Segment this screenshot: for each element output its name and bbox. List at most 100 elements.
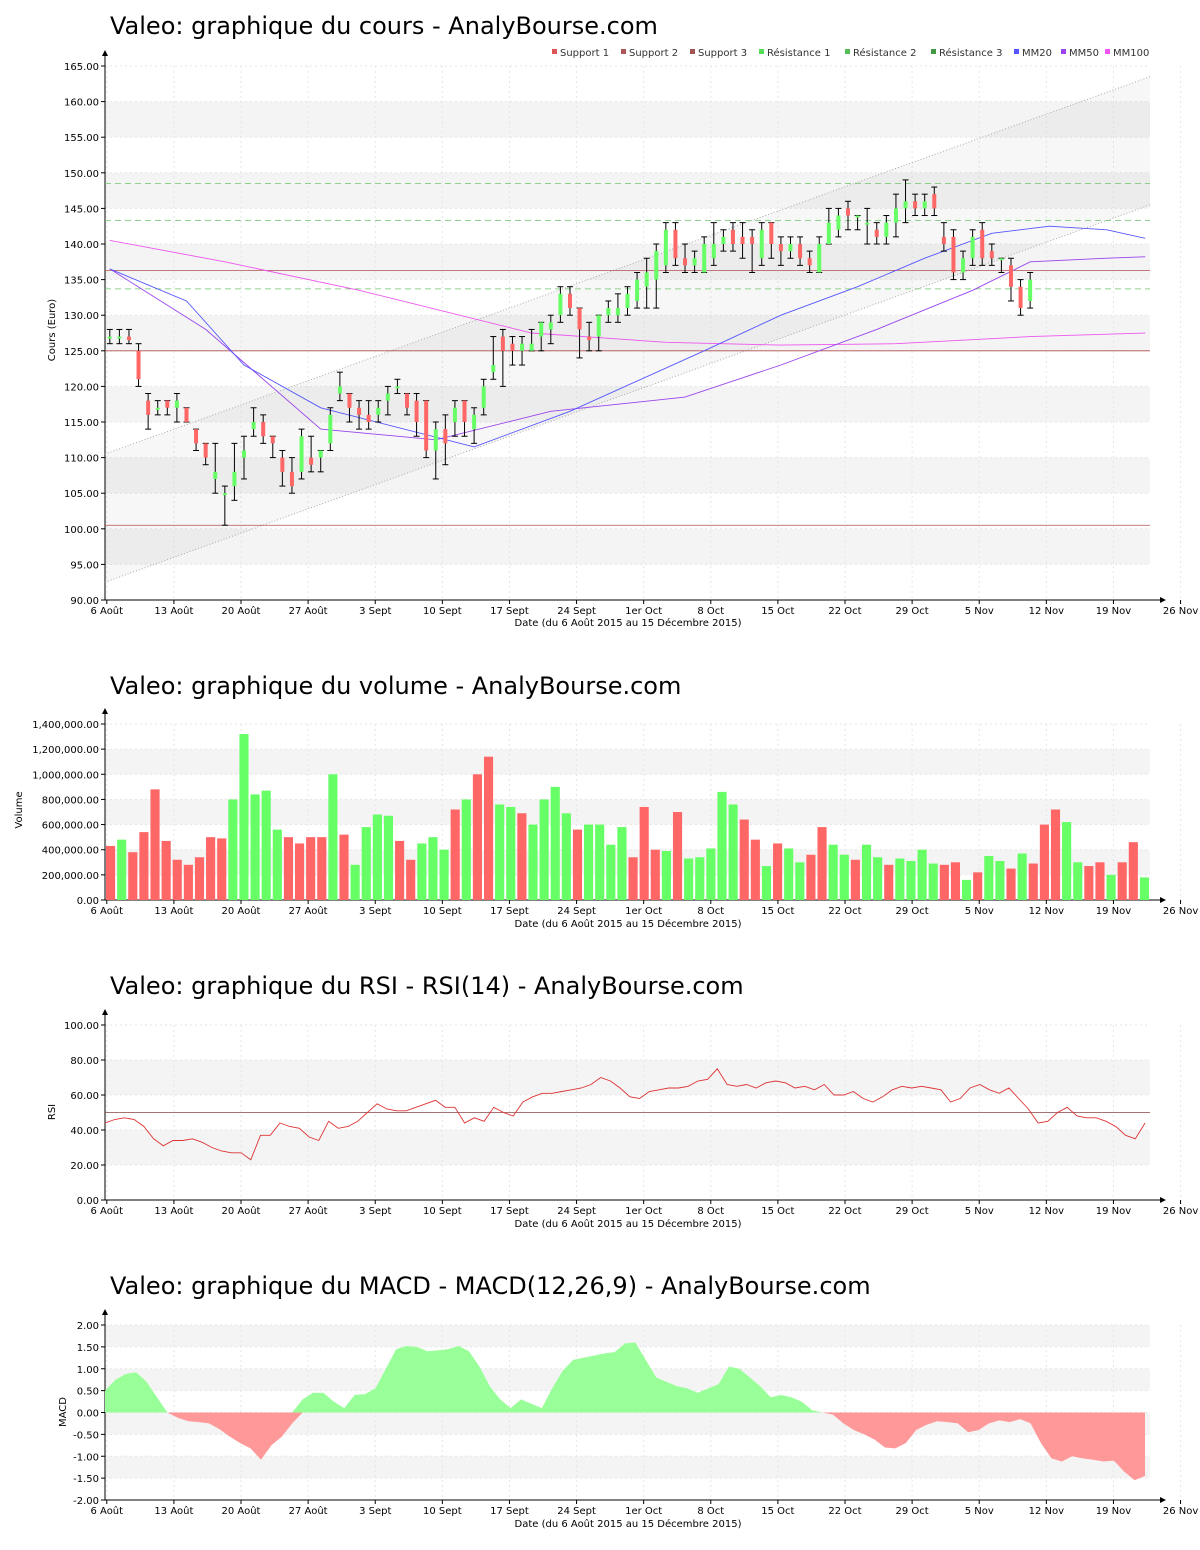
volume-bar	[1062, 822, 1072, 900]
rsi-x-tick-label: 24 Sept	[557, 1206, 596, 1217]
volume-y-tick-label: 0.00	[77, 896, 99, 907]
price-x-tick-label: 27 Août	[289, 605, 328, 617]
candle-body	[654, 251, 659, 280]
volume-bar	[383, 815, 394, 900]
candle-body	[433, 429, 438, 451]
legend-mm20: MM20	[1022, 48, 1052, 59]
price-band	[105, 101, 1150, 138]
price-band	[105, 528, 1150, 565]
candle-body	[846, 208, 851, 216]
volume-y-tick-label: 400,000.00	[42, 846, 99, 857]
candle-body	[798, 244, 803, 259]
volume-bar	[717, 791, 727, 900]
candle-body	[318, 450, 323, 458]
volume-y-tick-label: 1,000,000.00	[32, 770, 99, 781]
rsi-x-tick-label: 8 Oct	[697, 1206, 724, 1217]
legend-support-1-swatch	[552, 49, 557, 54]
macd-y-tick-label: 2.00	[77, 1321, 99, 1332]
macd-y-tick-label: 0.50	[77, 1387, 99, 1398]
price-y-tick-label: 90.00	[70, 596, 99, 607]
volume-bar	[1117, 862, 1127, 900]
candle-body	[500, 336, 505, 351]
rsi-x-tick-label: 26 Nov	[1163, 1206, 1199, 1217]
candle-body	[472, 414, 477, 430]
volume-bar	[661, 850, 671, 900]
volume-bar	[572, 829, 583, 900]
rsi-x-tick-label: 20 Août	[222, 1205, 261, 1217]
candle-body	[999, 258, 1004, 261]
candle-body	[213, 471, 218, 479]
macd-positive-area	[105, 1342, 1145, 1413]
candle-body	[107, 336, 112, 339]
legend-resistance-1: Résistance 1	[767, 47, 830, 59]
volume-x-tick-label: 27 Août	[289, 905, 328, 917]
macd-x-tick-label: 8 Oct	[697, 1506, 724, 1517]
volume-bar	[161, 840, 171, 900]
macd-x-tick-label: 24 Sept	[557, 1506, 596, 1517]
volume-x-tick-label: 17 Sept	[490, 906, 529, 917]
volume-bar	[684, 858, 694, 900]
candle-body	[184, 407, 189, 422]
candle-body	[807, 258, 812, 266]
candle-body	[232, 471, 237, 487]
candle-body	[261, 422, 266, 437]
rsi-x-tick-label: 19 Nov	[1096, 1206, 1132, 1217]
candle-body	[750, 236, 755, 244]
price-x-axis-arrow	[1160, 597, 1166, 603]
volume-bar	[1139, 877, 1149, 900]
legend-mm100: MM100	[1113, 48, 1149, 59]
candle-body	[414, 400, 419, 422]
volume-y-tick-label: 1,400,000.00	[32, 720, 99, 731]
volume-bar	[294, 843, 305, 900]
price-band	[105, 315, 1150, 351]
price-x-tick-label: 10 Sept	[423, 606, 462, 617]
price-x-tick-label: 3 Sept	[359, 606, 391, 617]
candle-body	[1018, 286, 1023, 309]
rsi-y-tick-label: 60.00	[70, 1091, 99, 1102]
volume-bar	[450, 809, 460, 900]
volume-bar	[795, 862, 805, 900]
price-x-tick-label: 24 Sept	[557, 606, 596, 617]
rsi-x-tick-label: 15 Oct	[761, 1206, 794, 1217]
volume-bar	[339, 834, 349, 900]
legend-resistance-1-swatch	[759, 49, 764, 54]
price-channel-lower-line	[104, 204, 1151, 583]
legend-resistance-2: Résistance 2	[853, 47, 916, 59]
macd-y-tick-label: 1.50	[77, 1343, 99, 1354]
candle-body	[289, 471, 294, 487]
volume-bar	[406, 859, 416, 900]
price-x-tick-label: 12 Nov	[1029, 606, 1065, 617]
candle-body	[913, 201, 918, 209]
candle-body	[424, 400, 429, 451]
volume-bar	[306, 837, 316, 900]
mm100-line	[109, 239, 1146, 346]
price-legend: Support 1 Support 2 Support 3 Résistance…	[552, 47, 1149, 59]
candle-body	[395, 386, 400, 389]
candle-body	[836, 215, 841, 230]
price-x-tick-label: 5 Nov	[965, 606, 994, 617]
candle-body	[366, 414, 371, 422]
volume-bar	[1028, 863, 1038, 900]
volume-bar	[1006, 868, 1016, 900]
macd-y-tick-label: -0.50	[73, 1430, 99, 1441]
price-y-axis-label: Cours (Euro)	[47, 299, 58, 362]
price-y-tick-label: 130.00	[64, 311, 99, 322]
price-x-axis-label: Date (du 6 Août 2015 au 15 Décembre 2015…	[515, 617, 742, 629]
price-y-tick-label: 120.00	[64, 382, 99, 393]
candle-body	[117, 336, 122, 339]
macd-x-tick-label: 5 Nov	[965, 1506, 994, 1517]
candle-body	[769, 222, 774, 244]
volume-bar	[839, 854, 849, 900]
candle-body	[740, 236, 745, 244]
candle-body	[874, 229, 879, 237]
volume-bar	[917, 849, 927, 900]
volume-bar	[506, 806, 516, 900]
price-band	[105, 457, 1150, 494]
candle-body	[961, 258, 966, 273]
candle-body	[865, 222, 870, 225]
candle-body	[989, 251, 994, 259]
candle-body	[922, 201, 927, 209]
price-chart: Valeo: graphique du cours - AnalyBourse.…	[47, 12, 1198, 629]
legend-support-3-swatch	[690, 49, 695, 54]
candle-body	[280, 457, 285, 472]
